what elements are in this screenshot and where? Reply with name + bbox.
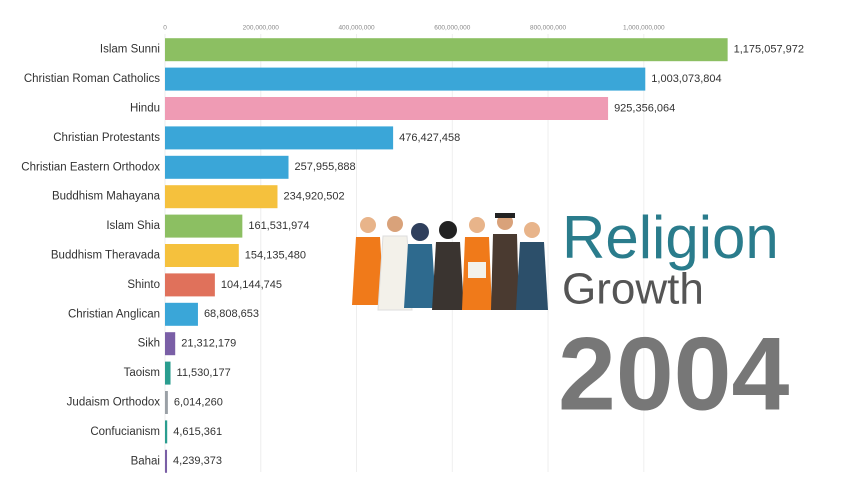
- bar: [165, 420, 168, 444]
- category-label: Buddhism Mahayana: [52, 191, 161, 203]
- x-tick-label: 800,000,000: [530, 25, 567, 32]
- bar: [165, 126, 394, 150]
- category-label: Christian Eastern Orthodox: [21, 161, 160, 173]
- bar: [165, 244, 239, 267]
- bar: [165, 97, 609, 120]
- x-tick-label: 1,000,000,000: [623, 25, 665, 32]
- bar: [165, 214, 243, 238]
- category-label: Buddhism Theravada: [51, 250, 161, 262]
- x-tick-label: 400,000,000: [338, 25, 375, 32]
- bar: [165, 185, 278, 209]
- x-tick-label: 0: [163, 25, 167, 32]
- year: 2004: [558, 316, 790, 432]
- category-label: Christian Roman Catholics: [24, 73, 160, 85]
- value-label: 1,003,073,804: [651, 73, 721, 85]
- value-label: 925,356,064: [614, 102, 675, 114]
- category-label: Confucianism: [90, 426, 160, 438]
- people-illustration: [352, 213, 548, 311]
- category-label: Islam Sunni: [100, 44, 160, 56]
- value-label: 234,920,502: [283, 191, 344, 203]
- value-label: 4,615,361: [173, 426, 222, 438]
- bar: [165, 38, 728, 62]
- value-label: 257,955,888: [295, 161, 356, 173]
- value-label: 11,530,177: [177, 367, 231, 379]
- title: Religion: [562, 204, 779, 271]
- x-tick-label: 600,000,000: [434, 25, 471, 32]
- bar: [165, 449, 168, 473]
- category-label: Christian Protestants: [53, 132, 160, 144]
- category-label: Sikh: [138, 338, 160, 350]
- category-label: Islam Shia: [106, 220, 160, 232]
- category-label: Judaism Orthodox: [67, 397, 161, 409]
- value-label: 154,135,480: [245, 249, 306, 261]
- bar: [165, 361, 171, 385]
- category-label: Taoism: [124, 367, 160, 379]
- value-label: 1,175,057,972: [734, 44, 804, 56]
- bar: [165, 302, 198, 326]
- category-label: Christian Anglican: [68, 308, 160, 320]
- value-label: 4,239,373: [173, 455, 222, 467]
- category-label: Shinto: [127, 279, 160, 291]
- x-tick-label: 200,000,000: [243, 25, 280, 32]
- bar: [165, 332, 176, 356]
- value-label: 68,808,653: [204, 308, 259, 320]
- value-label: 21,312,179: [181, 338, 236, 350]
- value-label: 476,427,458: [399, 132, 460, 144]
- value-label: 6,014,260: [174, 396, 223, 408]
- bar: [165, 273, 215, 297]
- bar: [165, 155, 289, 179]
- value-label: 104,144,745: [221, 279, 282, 291]
- category-label: Bahai: [131, 455, 160, 467]
- value-label: 161,531,974: [248, 220, 309, 232]
- bar: [165, 67, 646, 91]
- category-label: Hindu: [130, 103, 160, 115]
- subtitle: Growth: [562, 265, 704, 314]
- bar: [165, 391, 168, 414]
